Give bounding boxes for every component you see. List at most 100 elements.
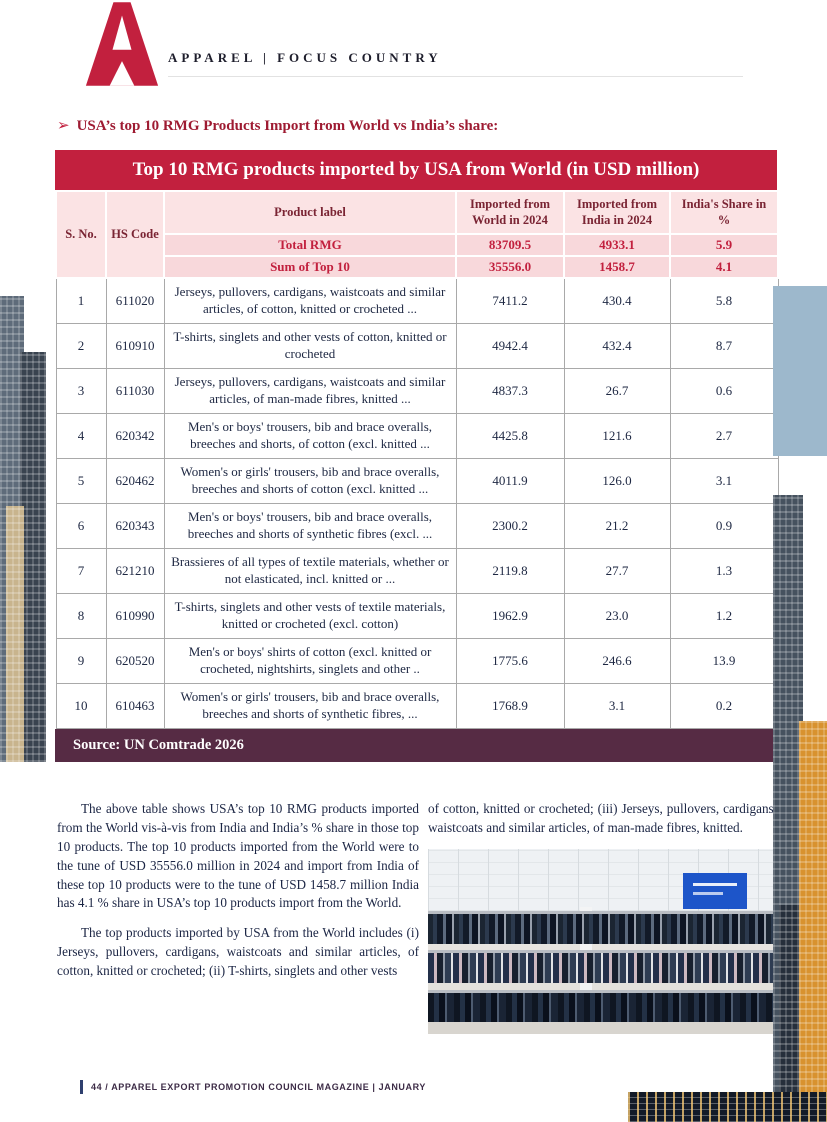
table-row: 4 620342 Men's or boys' trousers, bib an… [55,413,779,460]
col-header-sno: S. No. [55,189,107,280]
summary-row-total-rmg: Total RMG 83709.5 4933.1 5.9 [56,233,779,258]
cell: Women's or girls' trousers, bib and brac… [163,683,457,730]
cell: 126.0 [563,458,671,505]
cell: 6 [55,503,107,550]
cell: 83709.5 [455,233,565,258]
cell: Women's or girls' trousers, bib and brac… [163,458,457,505]
cell: 610990 [105,593,165,640]
cell: 1775.6 [455,638,565,685]
city-decoration-left [0,296,46,762]
col-header-india: Imported from India in 2024 [563,189,671,236]
summary-row-sum-top10: Sum of Top 10 35556.0 1458.7 4.1 [56,255,779,280]
header-divider [168,76,743,77]
cell: 610463 [105,683,165,730]
clothing-store-photo [428,848,777,1034]
cell: 2119.8 [455,548,565,595]
cell: T-shirts, singlets and other vests of te… [163,593,457,640]
cell: 26.7 [563,368,671,415]
col-header-share: India's Share in % [669,189,779,236]
body-column-right: of cotton, knitted or crocheted; (iii) J… [428,800,777,1034]
cell: 0.2 [669,683,779,730]
cell: 611030 [105,368,165,415]
cell: 3.1 [563,683,671,730]
table-row: 8 610990 T-shirts, singlets and other ve… [55,593,779,640]
cell: 0.9 [669,503,779,550]
col-header-hs: HS Code [105,189,165,280]
cell: 432.4 [563,323,671,370]
cell: 4933.1 [563,233,671,258]
cell: 2300.2 [455,503,565,550]
cell: Men's or boys' trousers, bib and brace o… [163,503,457,550]
photo-clothes-rack [428,949,777,983]
cell: 610910 [105,323,165,370]
body-paragraph: of cotton, knitted or crocheted; (iii) J… [428,801,777,835]
body-paragraph: The top products imported by USA from th… [57,925,419,978]
table-row: 6 620343 Men's or boys' trousers, bib an… [55,503,779,550]
body-paragraph: The above table shows USA’s top 10 RMG p… [57,801,419,911]
cell: Men's or boys' trousers, bib and brace o… [163,413,457,460]
cell: 7411.2 [455,277,565,325]
cell: 1458.7 [563,255,671,280]
cell: 1.2 [669,593,779,640]
cell: 4425.8 [455,413,565,460]
cell: 27.7 [563,548,671,595]
cell: 4011.9 [455,458,565,505]
table-row: 1 611020 Jerseys, pullovers, cardigans, … [55,277,779,325]
section-heading: ➢ USA’s top 10 RMG Products Import from W… [57,116,757,135]
cell: 621210 [105,548,165,595]
cell: Sum of Top 10 [163,255,457,280]
cell: 2 [55,323,107,370]
cell: 121.6 [563,413,671,460]
cell: 8.7 [669,323,779,370]
cell: T-shirts, singlets and other vests of co… [163,323,457,370]
table-row: 5 620462 Women's or girls' trousers, bib… [55,458,779,505]
cell: 5 [55,458,107,505]
cell: 620343 [105,503,165,550]
photo-floor [428,1021,777,1034]
cell: 4.1 [669,255,779,280]
cell: Jerseys, pullovers, cardigans, waistcoat… [163,368,457,415]
section-heading-text: USA’s top 10 RMG Products Import from Wo… [76,118,499,134]
cell: Jerseys, pullovers, cardigans, waistcoat… [163,277,457,325]
cell: 13.9 [669,638,779,685]
source-bar: Source: UN Comtrade 2026 [55,729,777,763]
cell: Men's or boys' shirts of cotton (excl. k… [163,638,457,685]
cell: 1768.9 [455,683,565,730]
cell: 2.7 [669,413,779,460]
cell: 611020 [105,277,165,325]
cell: 23.0 [563,593,671,640]
footer-text: APPAREL EXPORT PROMOTION COUNCIL MAGAZIN… [111,1082,426,1092]
rmg-import-table: Top 10 RMG products imported by USA from… [55,150,779,763]
table-row: 9 620520 Men's or boys' shirts of cotton… [55,638,779,685]
cell: Brassieres of all types of textile mater… [163,548,457,595]
cell: 21.2 [563,503,671,550]
cell: 4 [55,413,107,460]
cell: 246.6 [563,638,671,685]
arrow-bullet-icon: ➢ [57,118,70,134]
cell: 3.1 [669,458,779,505]
table-header-row: S. No. HS Code Product label Imported fr… [55,189,779,280]
table-title: Top 10 RMG products imported by USA from… [55,150,777,190]
cell: 1 [55,277,107,325]
masthead-title: APPAREL | FOCUS COUNTRY [168,50,442,65]
cell: 3 [55,368,107,415]
cell: 35556.0 [455,255,565,280]
apparel-logo-a-icon [85,2,159,86]
cell: 4942.4 [455,323,565,370]
col-header-world: Imported from World in 2024 [455,189,565,236]
photo-clothes-rack [428,910,777,944]
table-row: 3 611030 Jerseys, pullovers, cardigans, … [55,368,779,415]
cell: 620342 [105,413,165,460]
cell: 1962.9 [455,593,565,640]
cell: 8 [55,593,107,640]
body-column-left: The above table shows USA’s top 10 RMG p… [57,800,419,992]
cell: 5.8 [669,277,779,325]
city-decoration-bottom [628,1092,827,1122]
photo-clothes-rack [428,989,777,1025]
cell: 5.9 [669,233,779,258]
cell: 430.4 [563,277,671,325]
page-number: 44 / [91,1082,112,1092]
cell: 7 [55,548,107,595]
cell: 620520 [105,638,165,685]
